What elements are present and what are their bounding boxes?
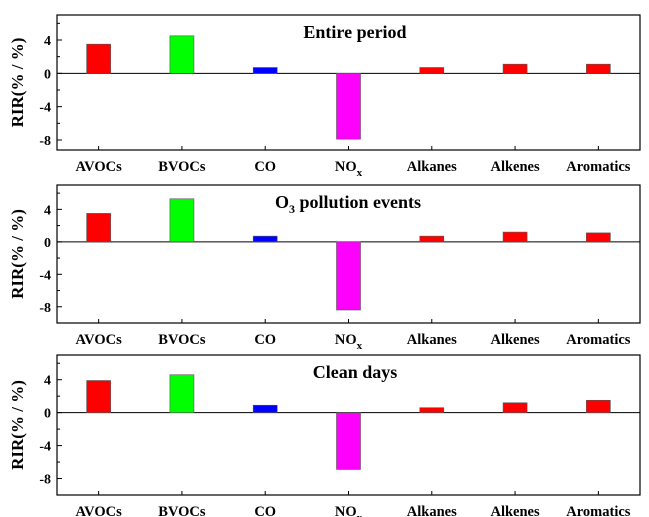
bar-nox: [336, 412, 361, 470]
x-tick-label: Alkanes: [407, 159, 457, 175]
y-tick-label: -8: [39, 473, 51, 488]
bar-co: [252, 404, 278, 413]
bar-co: [252, 67, 278, 74]
bar-bvocs: [169, 374, 195, 413]
bar-avocs: [86, 380, 111, 413]
bar-co: [252, 235, 278, 243]
y-tick-label: 0: [44, 67, 51, 82]
x-tick-label: BVOCs: [158, 504, 206, 517]
y-tick-label: -4: [39, 268, 51, 283]
bar-bvocs: [169, 198, 195, 243]
y-tick-label: 4: [44, 374, 51, 389]
bar-alkanes: [419, 67, 445, 74]
x-tick-label: CO: [254, 504, 276, 517]
x-tick-label: Aromatics: [566, 159, 631, 175]
y-axis-label: RIR(% / %): [8, 209, 27, 299]
y-axis-label: RIR(% / %): [8, 38, 27, 128]
y-tick-label: -4: [39, 440, 51, 455]
chart-panel-2: 4 0 -4 -8 AVOCs BVOCs CO NOx Alkanes Alkenes Aroma…: [8, 184, 641, 352]
x-tick-label: AVOCs: [76, 332, 123, 348]
y-tick-label: -8: [39, 134, 51, 149]
x-tick-label: BVOCs: [158, 332, 206, 348]
bar-nox: [336, 241, 361, 311]
panel-title: Clean days: [313, 362, 398, 382]
bar-avocs: [86, 43, 111, 74]
bar-alkanes: [419, 235, 445, 243]
y-tick-label: 4: [44, 34, 51, 49]
x-tick-label: NOx: [335, 159, 363, 179]
y-tick-label: -4: [39, 101, 51, 116]
bar-alkenes: [502, 231, 528, 243]
x-tick-label: Aromatics: [566, 332, 631, 348]
x-tick-label: NOx: [335, 504, 363, 517]
y-tick-label: 0: [44, 407, 51, 422]
chart-panel-3: 4 0 -4 -8 AVOCs BVOCs CO NOx Alkanes Alkenes Aroma…: [8, 354, 641, 517]
bar-alkanes: [419, 407, 445, 413]
x-tick-label: AVOCs: [76, 504, 123, 517]
x-tick-label: AVOCs: [76, 159, 123, 175]
x-tick-label: Alkenes: [490, 159, 540, 175]
y-tick-label: 0: [44, 236, 51, 251]
bar-alkenes: [502, 402, 528, 413]
x-tick-label: CO: [254, 332, 276, 348]
bar-aromatics: [586, 63, 611, 74]
bar-avocs: [86, 213, 111, 243]
x-tick-label: CO: [254, 159, 276, 175]
y-tick-label: -8: [39, 301, 51, 316]
x-tick-label: Alkenes: [490, 504, 540, 517]
panel-title: O3 pollution events: [275, 192, 421, 216]
x-tick-label: Aromatics: [566, 504, 631, 517]
x-tick-label: BVOCs: [158, 159, 206, 175]
bar-nox: [336, 73, 361, 140]
x-tick-label: Alkanes: [407, 332, 457, 348]
bar-bvocs: [169, 35, 195, 74]
bar-alkenes: [502, 63, 528, 74]
bar-aromatics: [586, 232, 611, 243]
y-tick-label: 4: [44, 203, 51, 218]
x-tick-label: Alkanes: [407, 504, 457, 517]
y-axis-label: RIR(% / %): [8, 380, 27, 470]
bar-aromatics: [586, 399, 611, 413]
panel-title: Entire period: [303, 22, 406, 42]
x-tick-label: NOx: [335, 332, 363, 352]
chart-panel-1: 4 0 -4 -8 AVOCs BVOCs CO NOx Alkanes Alkenes Aroma…: [8, 14, 641, 179]
x-tick-label: Alkenes: [490, 332, 540, 348]
